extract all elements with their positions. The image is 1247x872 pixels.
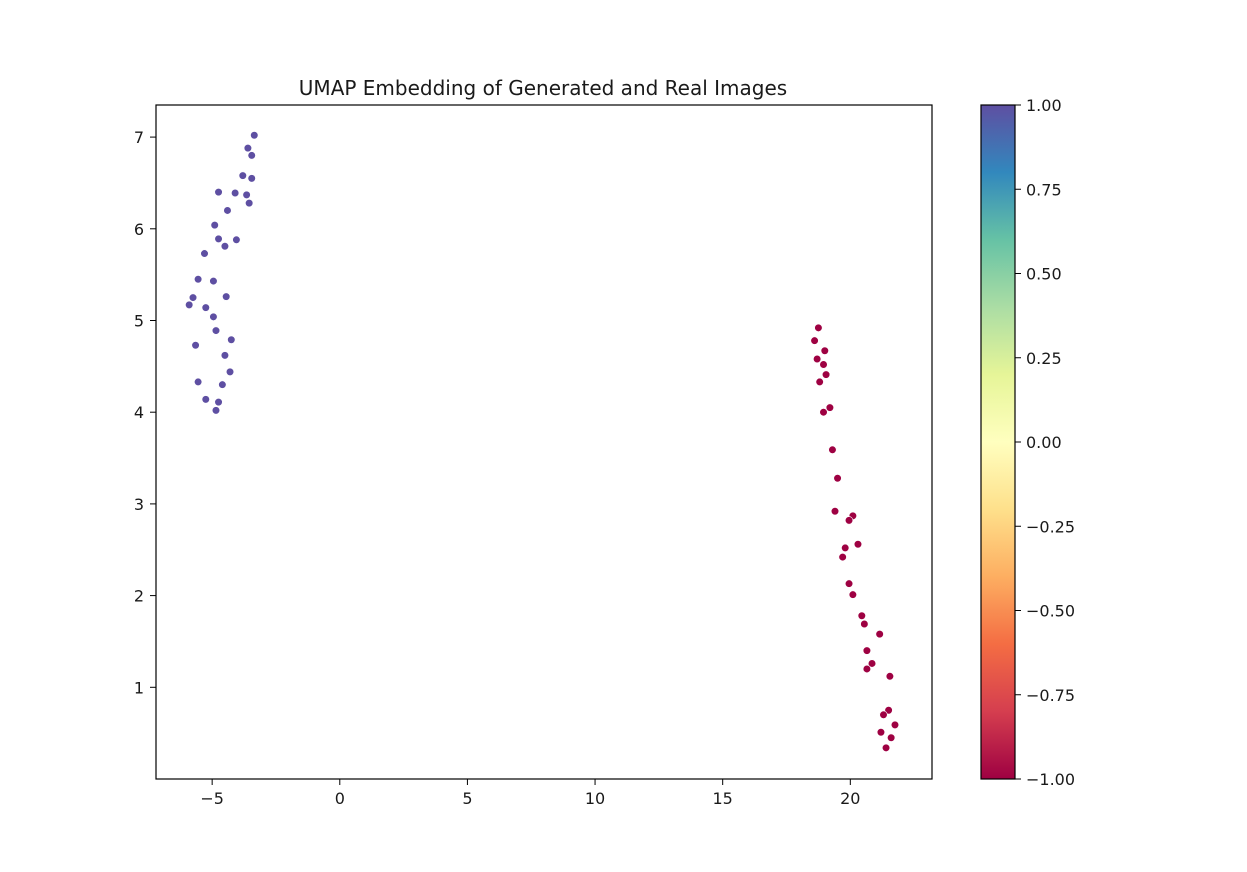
x-tick-label: 10 xyxy=(585,789,605,808)
chart-title: UMAP Embedding of Generated and Real Ima… xyxy=(299,76,787,100)
scatter-point xyxy=(231,188,240,198)
scatter-point xyxy=(820,346,829,355)
scatter-point xyxy=(862,646,872,655)
colorbar-tick-label: −0.75 xyxy=(1026,686,1075,705)
scatter-point xyxy=(884,706,893,715)
scatter-point xyxy=(209,276,218,286)
scatter-point xyxy=(825,403,834,412)
scatter-point xyxy=(857,611,866,620)
y-tick-label: 3 xyxy=(134,495,144,514)
y-axis: 1 2 3 4 5 6 7 xyxy=(134,128,156,697)
y-tick-label: 6 xyxy=(134,220,144,239)
scatter-point xyxy=(838,552,847,562)
scatter-point xyxy=(841,543,850,553)
scatter-point xyxy=(881,743,891,752)
scatter-point xyxy=(875,630,884,639)
scatter-point xyxy=(810,336,819,345)
scatter-point xyxy=(222,292,231,301)
y-tick-label: 4 xyxy=(134,403,144,422)
scatter-point xyxy=(211,406,221,415)
scatter-point xyxy=(194,377,203,387)
scatter-point xyxy=(218,380,227,389)
scatter-point xyxy=(214,188,223,197)
scatter-point xyxy=(209,312,218,321)
scatter-point xyxy=(887,733,896,742)
scatter-point xyxy=(232,235,241,244)
scatter-point xyxy=(201,395,210,404)
colorbar: −1.00 −0.75 −0.50 −0.25 0.00 0.25 0.50 0.75 1.00 xyxy=(980,96,1075,789)
points-layer xyxy=(185,131,900,752)
y-tick-label: 7 xyxy=(134,128,144,147)
scatter-point xyxy=(214,398,223,407)
colorbar-tick-label: 1.00 xyxy=(1026,96,1062,115)
scatter-point xyxy=(814,323,823,332)
scatter-point xyxy=(191,341,200,350)
scatter-point xyxy=(830,507,840,516)
scatter-point xyxy=(867,659,877,668)
scatter-point xyxy=(245,199,254,208)
colorbar-tick-label: 0.75 xyxy=(1026,180,1062,199)
x-tick-label: 20 xyxy=(840,789,860,808)
scatter-point xyxy=(815,377,824,387)
scatter-point xyxy=(188,293,198,302)
colorbar-ticks: −1.00 −0.75 −0.50 −0.25 0.00 0.25 0.50 0.75 1.00 xyxy=(1015,96,1075,789)
x-tick-label: 5 xyxy=(462,789,472,808)
scatter-point xyxy=(238,171,247,180)
scatter-point xyxy=(890,720,900,729)
colorbar-tick-label: 0.50 xyxy=(1026,265,1062,284)
scatter-point xyxy=(200,249,209,258)
scatter-point xyxy=(247,151,256,160)
scatter-point xyxy=(220,242,230,251)
scatter-point xyxy=(227,335,236,344)
scatter-point xyxy=(862,664,872,674)
scatter-point xyxy=(220,351,230,360)
scatter-point xyxy=(821,370,831,379)
scatter-point xyxy=(243,143,252,153)
scatter-point xyxy=(853,540,863,549)
colorbar-tick-label: 0.25 xyxy=(1026,349,1062,368)
y-tick-label: 2 xyxy=(134,587,144,606)
colorbar-tick-label: −0.25 xyxy=(1026,517,1075,536)
colorbar-gradient xyxy=(981,105,1015,779)
plot-area: −5 0 5 10 15 20 1 2 3 4 5 6 7 xyxy=(134,104,933,808)
x-tick-label: 15 xyxy=(713,789,733,808)
plot-frame xyxy=(155,104,933,780)
y-tick-label: 1 xyxy=(134,678,144,697)
scatter-point xyxy=(819,360,828,369)
scatter-point xyxy=(210,221,219,230)
y-tick-label: 5 xyxy=(134,311,144,330)
colorbar-tick-label: −0.50 xyxy=(1026,602,1075,621)
scatter-point xyxy=(242,190,251,199)
scatter-point xyxy=(214,234,223,243)
scatter-point xyxy=(185,300,194,310)
scatter-point xyxy=(844,516,854,525)
scatter-point xyxy=(876,728,886,737)
scatter-point xyxy=(860,619,869,629)
scatter-point xyxy=(223,206,232,215)
scatter-point xyxy=(844,579,854,588)
x-axis: −5 0 5 10 15 20 xyxy=(200,779,860,808)
scatter-point xyxy=(201,303,210,312)
scatter-point xyxy=(225,367,235,376)
colorbar-tick-label: −1.00 xyxy=(1026,770,1075,789)
x-tick-label: 0 xyxy=(335,789,345,808)
scatter-point xyxy=(828,445,837,454)
scatter-point xyxy=(813,354,822,364)
scatter-point xyxy=(848,590,857,599)
scatter-point xyxy=(194,275,203,284)
x-tick-label: −5 xyxy=(200,789,224,808)
scatter-point xyxy=(247,174,256,183)
scatter-point xyxy=(250,131,259,140)
scatter-point xyxy=(819,408,828,417)
scatter-point xyxy=(885,672,894,681)
scatter-point xyxy=(211,326,221,335)
scatter-point xyxy=(879,710,888,719)
colorbar-tick-label: 0.00 xyxy=(1026,433,1062,452)
scatter-point xyxy=(833,474,842,483)
